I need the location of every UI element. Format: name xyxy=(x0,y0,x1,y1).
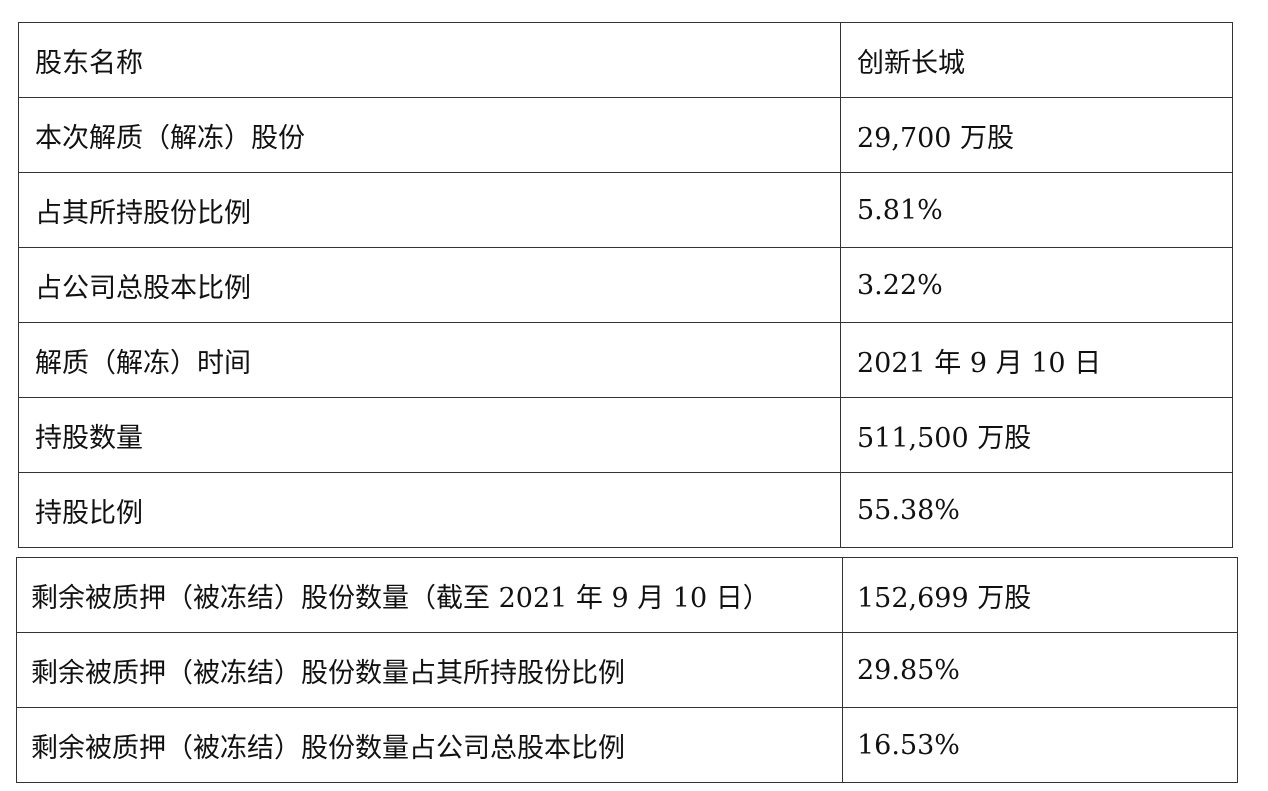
row-label: 解质（解冻）时间 xyxy=(18,322,841,398)
table-row: 占公司总股本比例 3.22% xyxy=(18,247,1233,323)
row-label: 占其所持股份比例 xyxy=(18,172,841,248)
remaining-pledge-table: 剩余被质押（被冻结）股份数量（截至 2021 年 9 月 10 日） 152,69… xyxy=(16,557,1238,783)
row-value: 29,700 万股 xyxy=(840,97,1233,173)
table-row: 占其所持股份比例 5.81% xyxy=(18,172,1233,248)
row-label: 剩余被质押（被冻结）股份数量占公司总股本比例 xyxy=(16,707,843,783)
table-row: 剩余被质押（被冻结）股份数量占其所持股份比例 29.85% xyxy=(16,632,1238,708)
row-value: 创新长城 xyxy=(840,22,1233,98)
row-value: 16.53% xyxy=(842,707,1238,783)
table-row: 持股比例 55.38% xyxy=(18,472,1233,548)
table-row: 剩余被质押（被冻结）股份数量（截至 2021 年 9 月 10 日） 152,69… xyxy=(16,557,1238,633)
row-value: 2021 年 9 月 10 日 xyxy=(840,322,1233,398)
table-row: 本次解质（解冻）股份 29,700 万股 xyxy=(18,97,1233,173)
row-value: 511,500 万股 xyxy=(840,397,1233,473)
row-label: 剩余被质押（被冻结）股份数量（截至 2021 年 9 月 10 日） xyxy=(16,557,843,633)
row-value: 3.22% xyxy=(840,247,1233,323)
pledge-release-table: 股东名称 创新长城 本次解质（解冻）股份 29,700 万股 占其所持股份比例 5.81%… xyxy=(18,22,1233,548)
row-label: 剩余被质押（被冻结）股份数量占其所持股份比例 xyxy=(16,632,843,708)
row-label: 本次解质（解冻）股份 xyxy=(18,97,841,173)
row-label: 占公司总股本比例 xyxy=(18,247,841,323)
row-value: 29.85% xyxy=(842,632,1238,708)
row-label: 持股比例 xyxy=(18,472,841,548)
table-row: 解质（解冻）时间 2021 年 9 月 10 日 xyxy=(18,322,1233,398)
row-value: 5.81% xyxy=(840,172,1233,248)
row-value: 152,699 万股 xyxy=(842,557,1238,633)
table-row: 剩余被质押（被冻结）股份数量占公司总股本比例 16.53% xyxy=(16,707,1238,783)
row-label: 持股数量 xyxy=(18,397,841,473)
table-row: 持股数量 511,500 万股 xyxy=(18,397,1233,473)
table-row: 股东名称 创新长城 xyxy=(18,22,1233,98)
row-value: 55.38% xyxy=(840,472,1233,548)
row-label: 股东名称 xyxy=(18,22,841,98)
